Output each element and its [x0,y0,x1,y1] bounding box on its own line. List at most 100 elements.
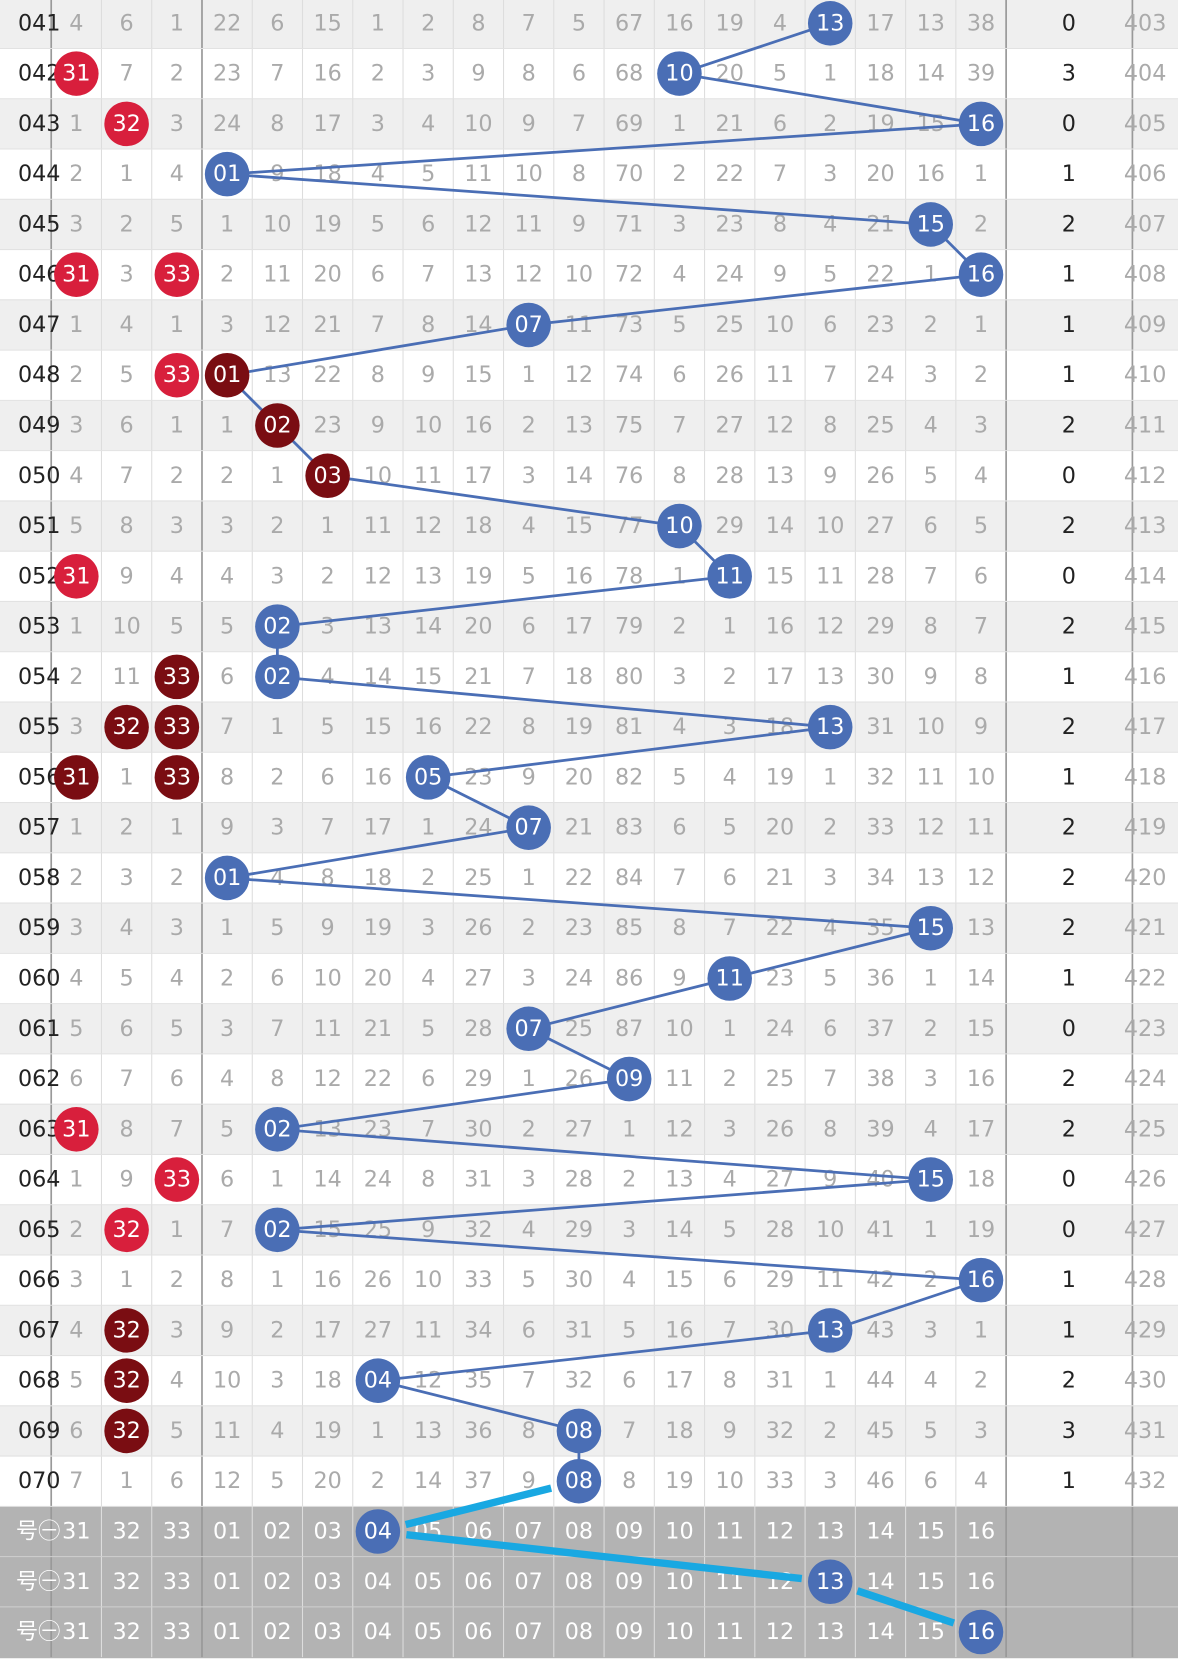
period: 051 [18,513,60,539]
cell-number: 36 [866,965,894,991]
cell-number: 19 [364,915,392,941]
cell-number: 5 [723,815,737,841]
cell-number: 6 [723,1267,737,1293]
cell-number: 10 [665,1016,693,1042]
cell-number: 8 [974,664,988,690]
cell-number: 36 [464,1418,492,1444]
cell-number: 3 [220,513,234,539]
cell-number: 17 [967,1116,995,1142]
cell-number: 14 [866,1518,894,1544]
cell-number: 16 [967,1066,995,1092]
period: 052 [18,563,60,589]
cell-number: 6 [924,1468,938,1494]
cell-number: 9 [672,965,686,991]
ball [707,554,752,599]
cell-number: 31 [62,1619,90,1645]
ball-number: 07 [515,312,543,338]
ball [355,1509,401,1554]
cell-number: 3 [622,1217,636,1243]
cell-number: 2 [220,262,234,288]
count: 2 [1062,614,1076,640]
cell-number: 3 [170,915,184,941]
cell-number: 06 [464,1569,492,1595]
cell-number: 07 [515,1518,543,1544]
cell-number: 16 [414,714,442,740]
cell-number: 08 [565,1518,593,1544]
cell-number: 1 [270,463,284,489]
cell-number: 21 [313,312,341,338]
cell-number: 3 [371,111,385,137]
cell-number: 2 [924,312,938,338]
cell-number: 8 [823,413,837,439]
cell-number: 04 [364,1619,392,1645]
tail: 405 [1124,111,1166,137]
cell-number: 29 [565,1217,593,1243]
count: 1 [1062,664,1076,690]
ball-number: 15 [917,211,945,237]
cell-number: 22 [313,362,341,388]
tail: 406 [1124,161,1166,187]
cell-number: 30 [866,664,894,690]
cell-number: 24 [716,262,744,288]
ball [104,1308,149,1353]
count: 2 [1062,714,1076,740]
period: 049 [18,413,60,439]
ball-number: 13 [816,1317,844,1343]
cell-number: 5 [672,312,686,338]
cell-number: 9 [723,1418,737,1444]
period: 045 [18,211,60,237]
cell-number: 5 [974,513,988,539]
count: 0 [1062,10,1076,36]
row-bg [0,48,1178,99]
cell-number: 5 [69,1368,83,1394]
ball-number: 33 [163,1167,191,1193]
cell-number: 17 [766,664,794,690]
cell-number: 10 [665,1569,693,1595]
ball [807,1308,853,1353]
ball-number: 32 [112,714,140,740]
cell-number: 5 [321,714,335,740]
cell-number: 2 [974,362,988,388]
cell-number: 13 [967,915,995,941]
ball-number: 07 [515,1016,543,1042]
ball [657,503,702,549]
cell-number: 1 [270,1267,284,1293]
cell-number: 3 [120,262,134,288]
cell-number: 2 [421,10,435,36]
cell-number: 3 [924,1066,938,1092]
cell-number: 29 [464,1066,492,1092]
cell-number: 13 [816,1518,844,1544]
ball [255,604,300,649]
cell-number: 6 [120,10,134,36]
cell-number: 3 [522,463,536,489]
period: 064 [18,1167,60,1193]
ball-number: 04 [364,1368,392,1394]
tail: 430 [1124,1368,1166,1394]
cell-number: 3 [522,965,536,991]
cell-number: 2 [69,865,83,891]
cell-number: 27 [766,1167,794,1193]
row-bg [0,199,1178,250]
cell-number: 9 [823,463,837,489]
ball [154,352,200,398]
cell-number: 18 [313,1368,341,1394]
cell-number: 16 [967,1518,995,1544]
cell-number: 5 [522,1267,536,1293]
tail: 431 [1124,1418,1166,1444]
cell-number: 10 [213,1368,241,1394]
period: 055 [18,714,60,740]
cell-number: 4 [220,563,234,589]
cell-number: 11 [816,1267,844,1293]
cell-number: 3 [220,312,234,338]
cell-number: 4 [723,764,737,790]
cell-number: 67 [615,10,643,36]
cell-number: 23 [213,61,241,87]
cell-number: 4 [723,1167,737,1193]
cell-number: 4 [974,463,988,489]
cell-number: 7 [924,563,938,589]
cell-number: 22 [716,161,744,187]
ball-number: 02 [263,1116,291,1142]
cell-number: 1 [220,413,234,439]
ball-number: 08 [565,1418,593,1444]
cell-number: 14 [917,61,945,87]
